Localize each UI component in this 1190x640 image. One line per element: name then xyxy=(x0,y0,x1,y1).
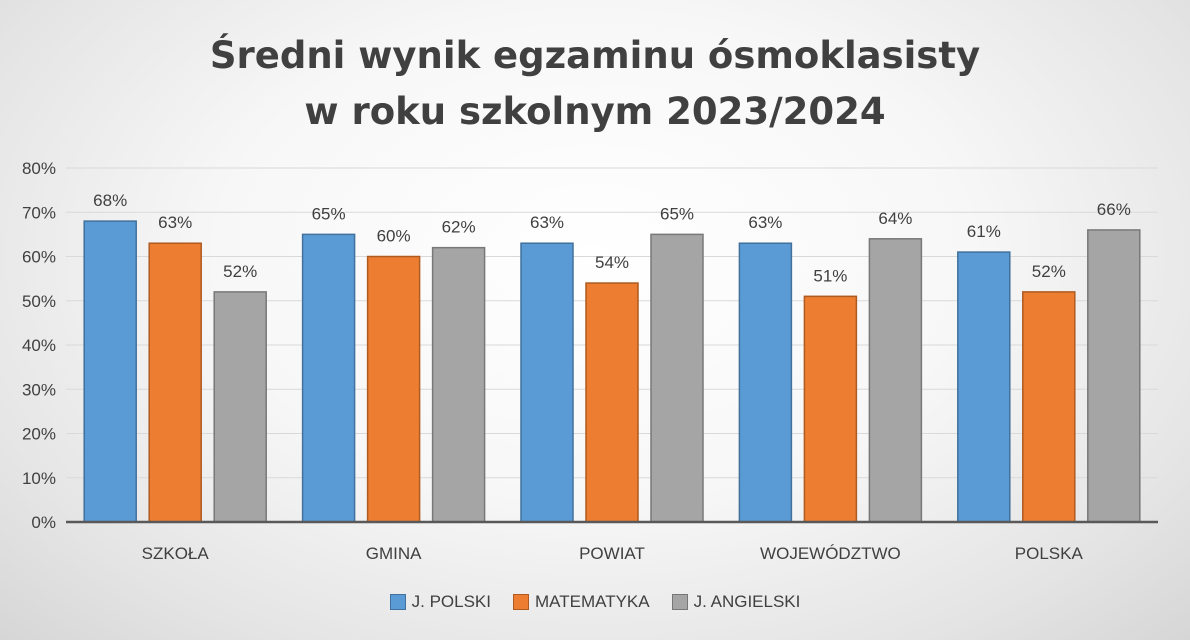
legend-item: J. POLSKI xyxy=(389,592,491,612)
y-tick-label: 60% xyxy=(22,248,56,267)
data-label: 64% xyxy=(878,209,912,228)
legend-swatch xyxy=(513,594,529,610)
legend-item: J. ANGIELSKI xyxy=(671,592,801,612)
bar xyxy=(520,242,574,523)
bar xyxy=(868,238,923,523)
chart-title: Średni wynik egzaminu ósmoklasisty w rok… xyxy=(0,28,1190,140)
y-tick-label: 70% xyxy=(22,203,56,222)
bar xyxy=(366,255,421,523)
bar xyxy=(83,220,137,523)
category-label: POLSKA xyxy=(1015,544,1084,563)
bar xyxy=(431,246,486,523)
legend-label: MATEMATYKA xyxy=(535,592,650,611)
data-label: 52% xyxy=(1032,262,1066,281)
category-label: SZKOŁA xyxy=(142,544,210,563)
data-label: 65% xyxy=(660,204,694,223)
legend-item: MATEMATYKA xyxy=(513,592,650,612)
bar xyxy=(738,242,793,523)
y-tick-label: 0% xyxy=(31,513,56,532)
y-tick-label: 30% xyxy=(22,380,56,399)
bar xyxy=(957,251,1011,523)
y-tick-label: 50% xyxy=(22,292,56,311)
category-label: POWIAT xyxy=(579,544,645,563)
data-label: 52% xyxy=(223,262,257,281)
legend-swatch xyxy=(389,594,406,610)
category-label: GMINA xyxy=(366,544,422,563)
y-tick-label: 40% xyxy=(22,336,56,355)
bar xyxy=(803,295,858,523)
data-label: 60% xyxy=(377,227,411,246)
data-label: 65% xyxy=(312,204,346,223)
data-label: 61% xyxy=(967,222,1001,241)
bar xyxy=(1022,291,1076,523)
legend-swatch xyxy=(671,594,688,610)
bar xyxy=(301,233,356,523)
category-label: WOJEWÓDZTWO xyxy=(760,544,901,563)
y-tick-label: 20% xyxy=(22,425,56,444)
chart-title-line-2: w roku szkolnym 2023/2024 xyxy=(304,90,886,133)
bar xyxy=(148,242,202,523)
data-label: 66% xyxy=(1097,200,1131,219)
data-label: 63% xyxy=(748,213,782,232)
data-label: 51% xyxy=(813,266,847,285)
data-label: 54% xyxy=(595,253,629,272)
bar xyxy=(213,291,267,523)
legend: J. POLSKI MATEMATYKA J. ANGIELSKI xyxy=(0,592,1190,612)
legend-label: J. ANGIELSKI xyxy=(693,592,801,611)
data-label: 63% xyxy=(530,213,564,232)
data-label: 63% xyxy=(158,213,192,232)
y-tick-label: 10% xyxy=(22,469,56,488)
y-tick-label: 80% xyxy=(22,159,56,178)
bar xyxy=(585,282,639,523)
data-label: 68% xyxy=(93,191,127,210)
chart-title-line-1: Średni wynik egzaminu ósmoklasisty xyxy=(209,34,981,77)
data-label: 62% xyxy=(442,218,476,237)
bar xyxy=(650,233,704,523)
bar xyxy=(1087,229,1141,523)
legend-label: J. POLSKI xyxy=(411,592,491,611)
